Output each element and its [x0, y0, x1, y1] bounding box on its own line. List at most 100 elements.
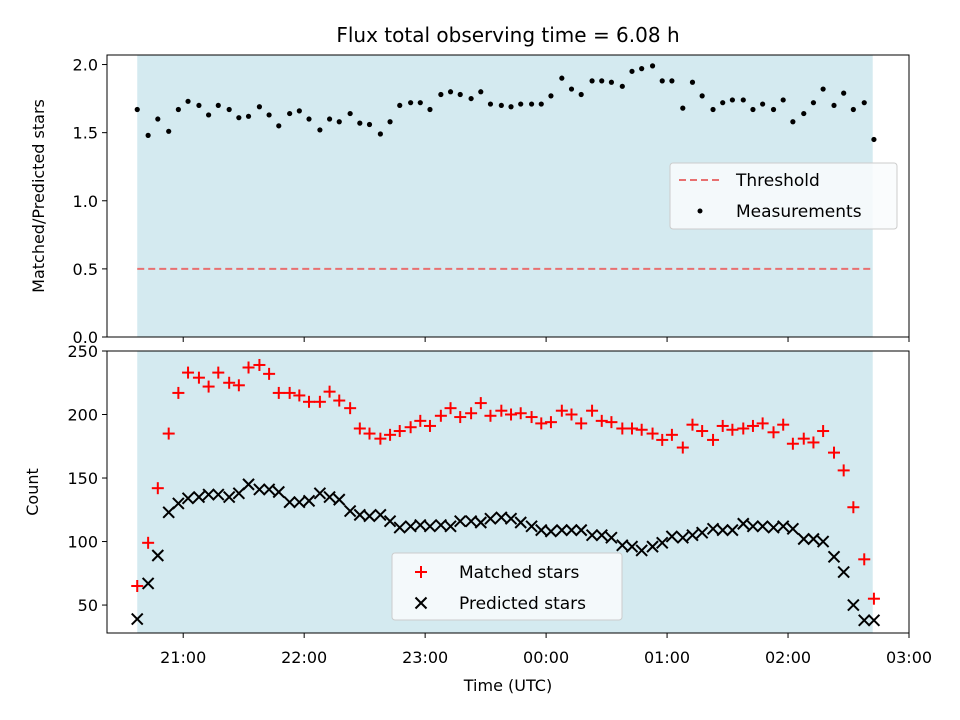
matched-star-point: [202, 380, 215, 393]
matched-star-point: [414, 414, 427, 427]
bottom-y-tick-label: 250: [67, 342, 98, 361]
matched-star-point: [192, 371, 205, 384]
measurement-point: [185, 98, 191, 104]
matched-star-point: [162, 427, 175, 440]
predicted-star-point: [253, 483, 266, 496]
predicted-star-point: [374, 508, 387, 522]
matched-star-point: [454, 411, 467, 424]
matched-star-point: [817, 425, 830, 438]
measurement-point: [206, 112, 212, 118]
matched-star-point: [605, 416, 618, 429]
legend-predicted-marker: [414, 596, 428, 610]
measurement-point: [196, 102, 202, 109]
predicted-star-point: [393, 521, 406, 534]
matched-star-point: [514, 407, 527, 420]
measurement-point: [155, 116, 161, 122]
measurement-point: [215, 102, 221, 109]
top-legend-box: [669, 162, 898, 230]
matched-star-point: [676, 441, 689, 454]
predicted-star-point: [222, 490, 236, 504]
measurement-point: [720, 100, 726, 106]
bottom-y-tick-label: 150: [67, 469, 98, 488]
matched-star-point: [353, 422, 366, 435]
measurement-point: [639, 66, 645, 72]
matched-star-point: [313, 395, 326, 408]
measurement-point: [548, 93, 554, 99]
matched-star-point: [131, 580, 144, 592]
measurement-point: [326, 116, 333, 122]
predicted-star-point: [544, 525, 558, 538]
matched-star-point: [828, 446, 841, 459]
predicted-star-point: [827, 550, 841, 563]
measurement-point: [447, 89, 454, 95]
measurement-point: [790, 119, 796, 125]
matched-star-point: [423, 419, 436, 432]
measurement-point: [306, 116, 312, 122]
measurement-point: [317, 127, 323, 133]
measurement-point: [366, 121, 373, 128]
measurement-point: [508, 104, 514, 110]
measurement-point: [850, 106, 856, 113]
matched-star-point: [586, 404, 599, 417]
measurement-point: [871, 136, 877, 143]
predicted-star-point: [141, 577, 155, 590]
measurement-point: [578, 91, 584, 98]
measurement-point: [245, 113, 252, 119]
predicted-star-point: [646, 540, 659, 553]
predicted-star-point: [363, 509, 376, 523]
predicted-star-point: [454, 515, 467, 528]
bottom-y-tick-label: 50: [78, 596, 98, 615]
predicted-star-point: [262, 483, 276, 496]
matched-star-point: [707, 433, 720, 446]
measurement-point: [559, 75, 565, 81]
measurement-point: [427, 106, 433, 113]
predicted-star-point: [605, 531, 618, 544]
matched-star-point: [495, 404, 508, 417]
predicted-star-point: [131, 612, 144, 626]
matched-star-point: [363, 427, 376, 440]
predicted-star-point: [686, 528, 699, 542]
predicted-star-point: [484, 512, 497, 525]
measurement-point: [357, 120, 363, 126]
matched-star-point: [212, 366, 225, 379]
bottom-y-tick-label: 100: [67, 533, 98, 552]
predicted-star-point: [867, 614, 881, 627]
predicted-star-point: [323, 490, 336, 504]
measurement-point: [236, 115, 242, 121]
predicted-star-point: [242, 478, 255, 491]
matched-star-point: [253, 358, 266, 371]
top-legend: Threshold Measurements: [669, 162, 898, 230]
predicted-star-point: [807, 532, 820, 546]
matched-star-point: [263, 367, 276, 380]
matched-star-point: [696, 425, 709, 438]
matched-star-point: [797, 432, 810, 445]
matched-star-point: [283, 386, 296, 399]
matched-star-point: [182, 366, 195, 379]
measurement-point: [175, 106, 181, 113]
matched-star-point: [223, 376, 236, 389]
top-title: Flux total observing time = 6.08 h: [336, 23, 679, 47]
legend-threshold-label: Threshold: [735, 171, 820, 191]
predicted-star-point: [202, 488, 215, 501]
measurement-point: [729, 97, 735, 103]
predicted-star-point: [816, 535, 830, 548]
top-y-axis-label: Matched/Predicted stars: [29, 99, 48, 293]
predicted-star-point: [847, 598, 860, 612]
matched-star-point: [172, 386, 185, 399]
measurement-point: [801, 110, 807, 117]
predicted-star-point: [514, 516, 527, 529]
matched-star-point: [303, 395, 316, 408]
matched-star-point: [323, 385, 336, 398]
bottom-x-tick-label: 03:00: [886, 648, 932, 667]
legend-predicted-swatch: [414, 596, 428, 610]
predicted-star-point: [695, 526, 709, 539]
predicted-star-point: [746, 520, 760, 533]
predicted-star-point: [192, 490, 206, 504]
measurement-point: [256, 104, 263, 110]
measurement-point: [568, 86, 575, 92]
matched-star-point: [333, 394, 346, 407]
predicted-star-point: [283, 495, 296, 509]
predicted-star-point: [858, 614, 871, 627]
measurement-point: [599, 78, 605, 84]
matched-star-point: [716, 419, 729, 432]
